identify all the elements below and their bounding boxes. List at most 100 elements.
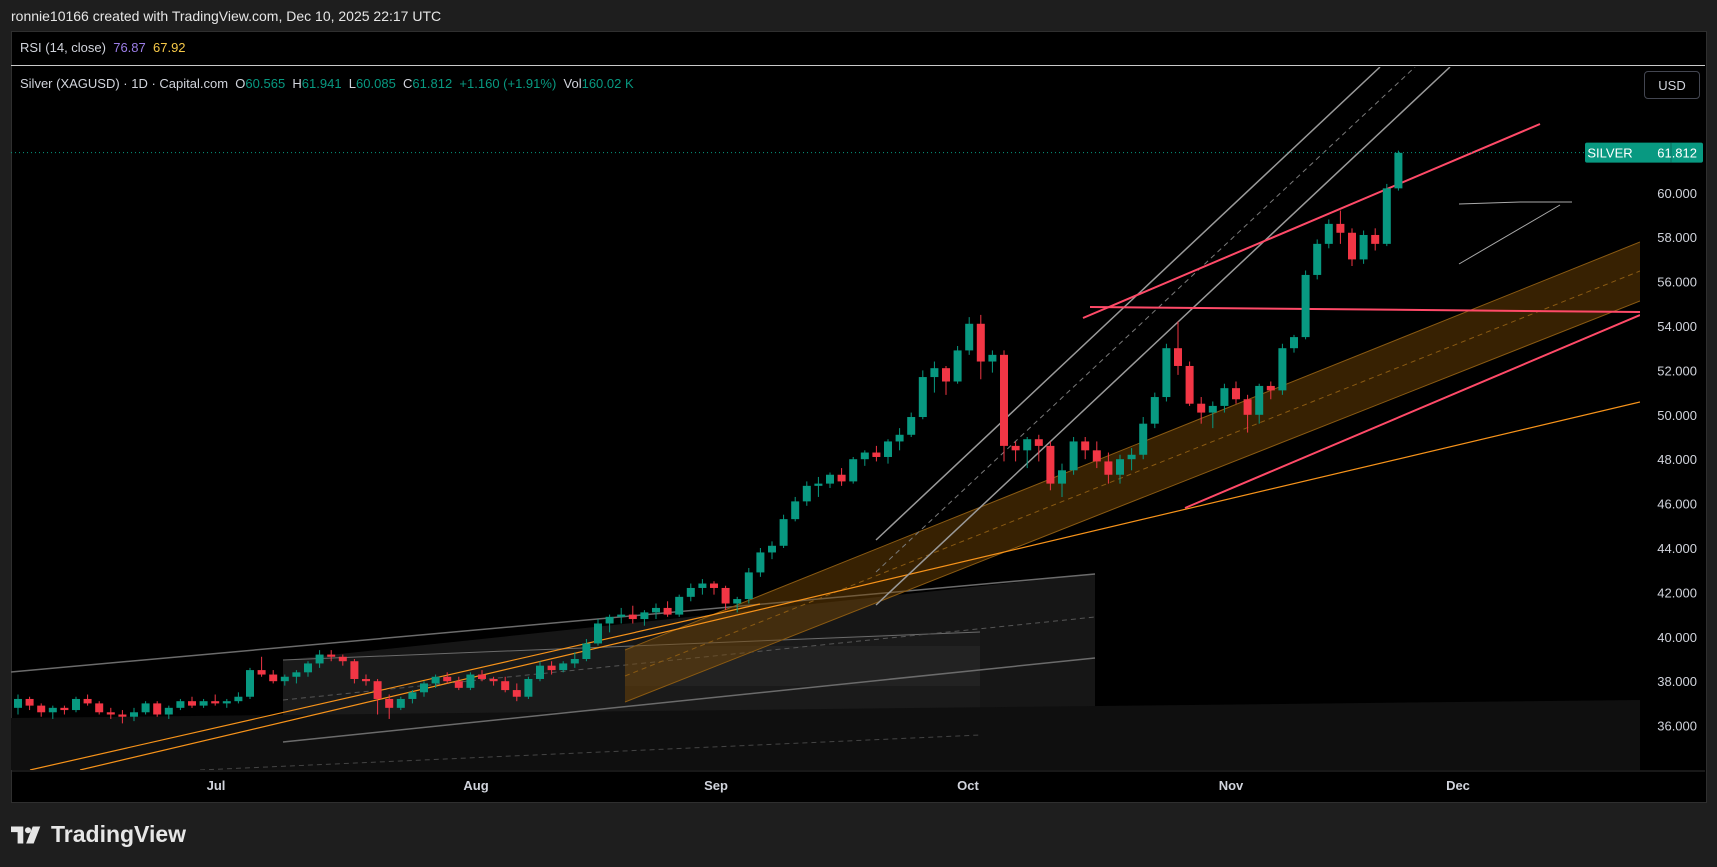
- open-label: O: [235, 76, 246, 91]
- candle-body: [640, 612, 649, 620]
- candle-body: [199, 701, 208, 706]
- candle-body: [1208, 405, 1217, 413]
- candle-body: [547, 665, 556, 671]
- low-value: 60.085: [356, 76, 396, 91]
- candle-body: [1011, 445, 1020, 451]
- candle-body: [1162, 348, 1171, 398]
- candle-body: [1104, 461, 1113, 475]
- y-tick-label: 36.000: [1657, 719, 1697, 734]
- currency-button[interactable]: USD: [1644, 71, 1700, 99]
- y-tick-label: 44.000: [1657, 541, 1697, 556]
- y-tick-label: 58.000: [1657, 230, 1697, 245]
- candle-body: [362, 678, 370, 682]
- candle-body: [1058, 470, 1066, 484]
- candle-body: [872, 452, 881, 457]
- candle-body: [814, 483, 823, 486]
- candle-body: [60, 707, 69, 711]
- candle-body: [698, 583, 707, 588]
- candle-body: [211, 701, 220, 704]
- candle-body: [756, 552, 765, 573]
- candle-body: [246, 670, 254, 697]
- y-tick-label: 40.000: [1657, 630, 1697, 645]
- candle-body: [802, 485, 811, 502]
- low-label: L: [348, 76, 357, 91]
- rsi-indicator-row[interactable]: RSI (14, close) 76.87 67.92: [11, 31, 1705, 66]
- candle-body: [710, 583, 718, 588]
- y-tick-label: 38.000: [1657, 674, 1697, 689]
- candle-body: [176, 701, 185, 708]
- candle-body: [37, 705, 46, 713]
- plot-area: [11, 67, 1640, 770]
- grey-channel-mid: [282, 616, 1096, 701]
- candle-body: [1336, 223, 1345, 233]
- y-tick-label: 52.000: [1657, 363, 1697, 378]
- orange-channel-mid: [624, 270, 1640, 677]
- y-tick-label: 54.000: [1657, 319, 1697, 334]
- candle-body: [234, 696, 243, 702]
- symbol-legend: Silver (XAGUSD) · 1D · Capital.com O60.5…: [20, 76, 634, 91]
- candle-body: [1046, 445, 1055, 484]
- candle-body: [1359, 234, 1368, 260]
- candle-body: [222, 701, 231, 704]
- candle-body: [338, 656, 347, 662]
- high-label: H: [292, 76, 302, 91]
- candle-body: [304, 663, 312, 673]
- candle-body: [454, 681, 463, 688]
- candle-body: [501, 681, 510, 691]
- candle-body: [83, 698, 92, 704]
- candle-body: [350, 661, 359, 679]
- candle-body: [594, 623, 602, 644]
- candle-body: [1127, 454, 1136, 460]
- tradingview-brand[interactable]: TradingView: [11, 821, 186, 848]
- candle-body: [443, 676, 452, 682]
- grey-channel-top: [11, 573, 1096, 673]
- last-price-badge-bg: [1585, 142, 1703, 163]
- candle-body: [663, 607, 672, 615]
- candle-body: [744, 572, 753, 600]
- candle-body: [420, 683, 428, 693]
- candle-body: [570, 659, 579, 664]
- candle-body: [559, 663, 568, 671]
- candle-body: [1324, 223, 1333, 244]
- x-tick-label: Jul: [207, 778, 226, 793]
- rsi-value-1: 76.87: [113, 40, 146, 55]
- orange-trendline-early: [29, 603, 761, 770]
- candle-body: [582, 643, 591, 659]
- steep-channel-bottom: [875, 67, 1451, 606]
- candle-body: [942, 368, 950, 382]
- candle-body: [965, 323, 974, 351]
- x-tick-label: Dec: [1446, 778, 1470, 793]
- candle-body: [1069, 441, 1078, 471]
- candle-body: [315, 654, 324, 664]
- candle-body: [907, 417, 916, 435]
- brand-label: TradingView: [51, 821, 187, 847]
- candle-body: [652, 607, 660, 613]
- candle-body: [930, 368, 939, 378]
- candle-body: [1034, 439, 1043, 446]
- change-value: +1.160 (+1.91%): [459, 76, 557, 91]
- grey-channel-inner: [282, 631, 981, 661]
- candle-body: [292, 672, 301, 677]
- candle-body: [1278, 348, 1287, 391]
- candle-body: [257, 670, 266, 675]
- orange-channel-top: [624, 241, 1640, 651]
- candle-body: [524, 678, 533, 697]
- steep-channel-top: [875, 67, 1381, 541]
- pennant-bottom: [1458, 204, 1561, 265]
- candle-body: [48, 707, 57, 713]
- candle-body: [489, 678, 498, 682]
- x-tick-label: Nov: [1219, 778, 1244, 793]
- candle-body: [918, 377, 927, 418]
- orange-trendline-long: [79, 401, 1640, 770]
- candle-body: [628, 614, 637, 620]
- y-tick-label: 56.000: [1657, 275, 1697, 290]
- candle-body: [280, 676, 289, 682]
- candle-body: [153, 703, 162, 715]
- candle-body: [895, 434, 904, 442]
- y-tick-label: 46.000: [1657, 497, 1697, 512]
- orange-channel-fill: [625, 242, 1640, 702]
- chart-caption: ronnie10166 created with TradingView.com…: [11, 8, 442, 24]
- candle-body: [188, 701, 196, 706]
- candle-body: [1139, 423, 1148, 455]
